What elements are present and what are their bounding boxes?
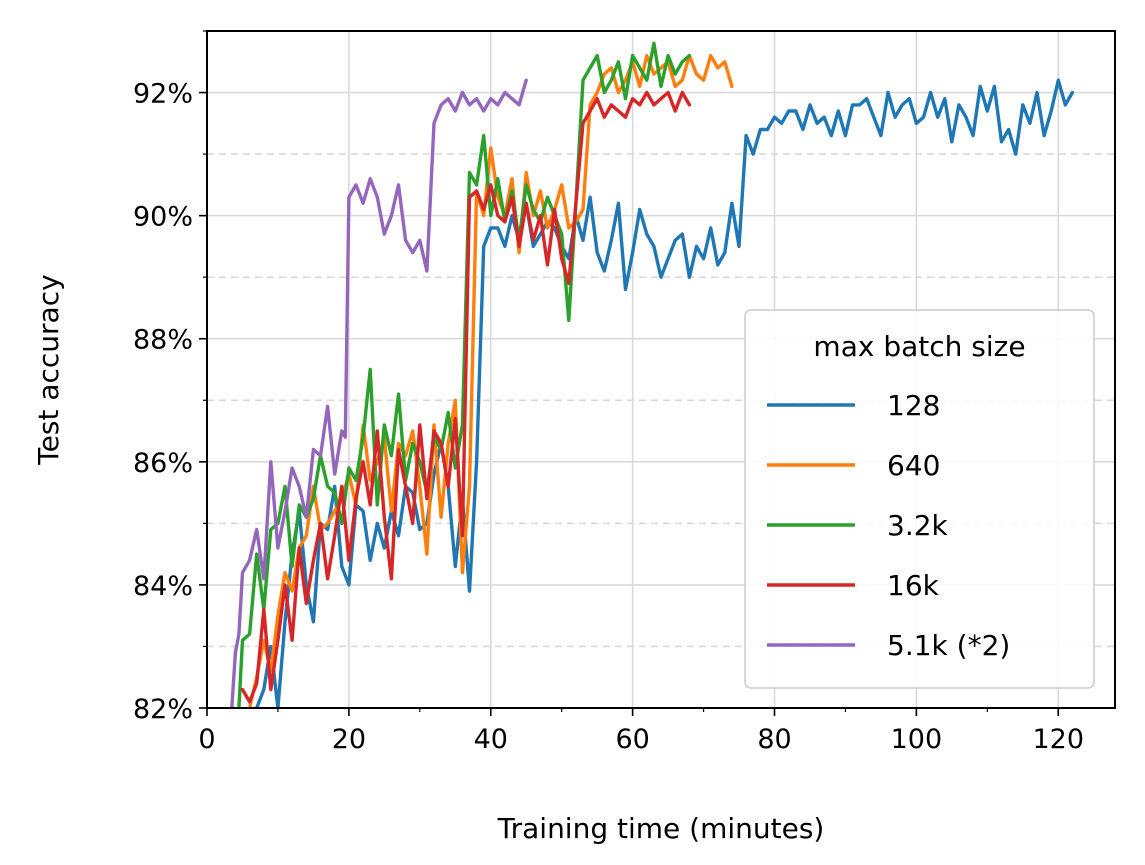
legend-title: max batch size [813, 330, 1025, 363]
series-line-16k [240, 90, 692, 704]
ticks: 0 20 40 60 80 100 120 82% 84% 86% 88% 90% 92% [133, 30, 1084, 755]
legend-label: 16k [887, 569, 940, 602]
legend-label: 640 [887, 449, 940, 482]
plot-frame [206, 30, 1116, 709]
y-tick-label: 86% [133, 448, 193, 479]
series-line-640 [247, 53, 734, 708]
y-tick-label: 90% [133, 202, 193, 233]
x-tick-label: 40 [474, 724, 508, 755]
x-tick-label: 80 [757, 724, 791, 755]
legend-label: 5.1k (*2) [887, 629, 1010, 662]
legend-label: 128 [887, 389, 940, 422]
legend: max batch size 128 640 3.2k 16k 5.1k (*2) [744, 309, 1095, 689]
x-tick-label: 20 [332, 724, 366, 755]
series-line-128 [255, 78, 1075, 708]
series-line-3-2k [237, 41, 692, 708]
series-line-5-1k-2- [230, 78, 528, 708]
x-tick-label: 100 [891, 724, 943, 755]
x-tick-label: 60 [615, 724, 649, 755]
x-tick-label: 120 [1032, 724, 1084, 755]
y-tick-label: 88% [133, 325, 193, 356]
series-layer [230, 41, 1075, 708]
legend-label: 3.2k [887, 509, 949, 542]
y-tick-label: 92% [133, 79, 193, 110]
x-tick-label: 0 [198, 724, 215, 755]
x-axis-label: Training time (minutes) [497, 812, 825, 845]
y-tick-label: 84% [133, 571, 193, 602]
y-axis-label: Test accuracy [32, 274, 65, 465]
y-tick-label: 82% [133, 694, 193, 725]
